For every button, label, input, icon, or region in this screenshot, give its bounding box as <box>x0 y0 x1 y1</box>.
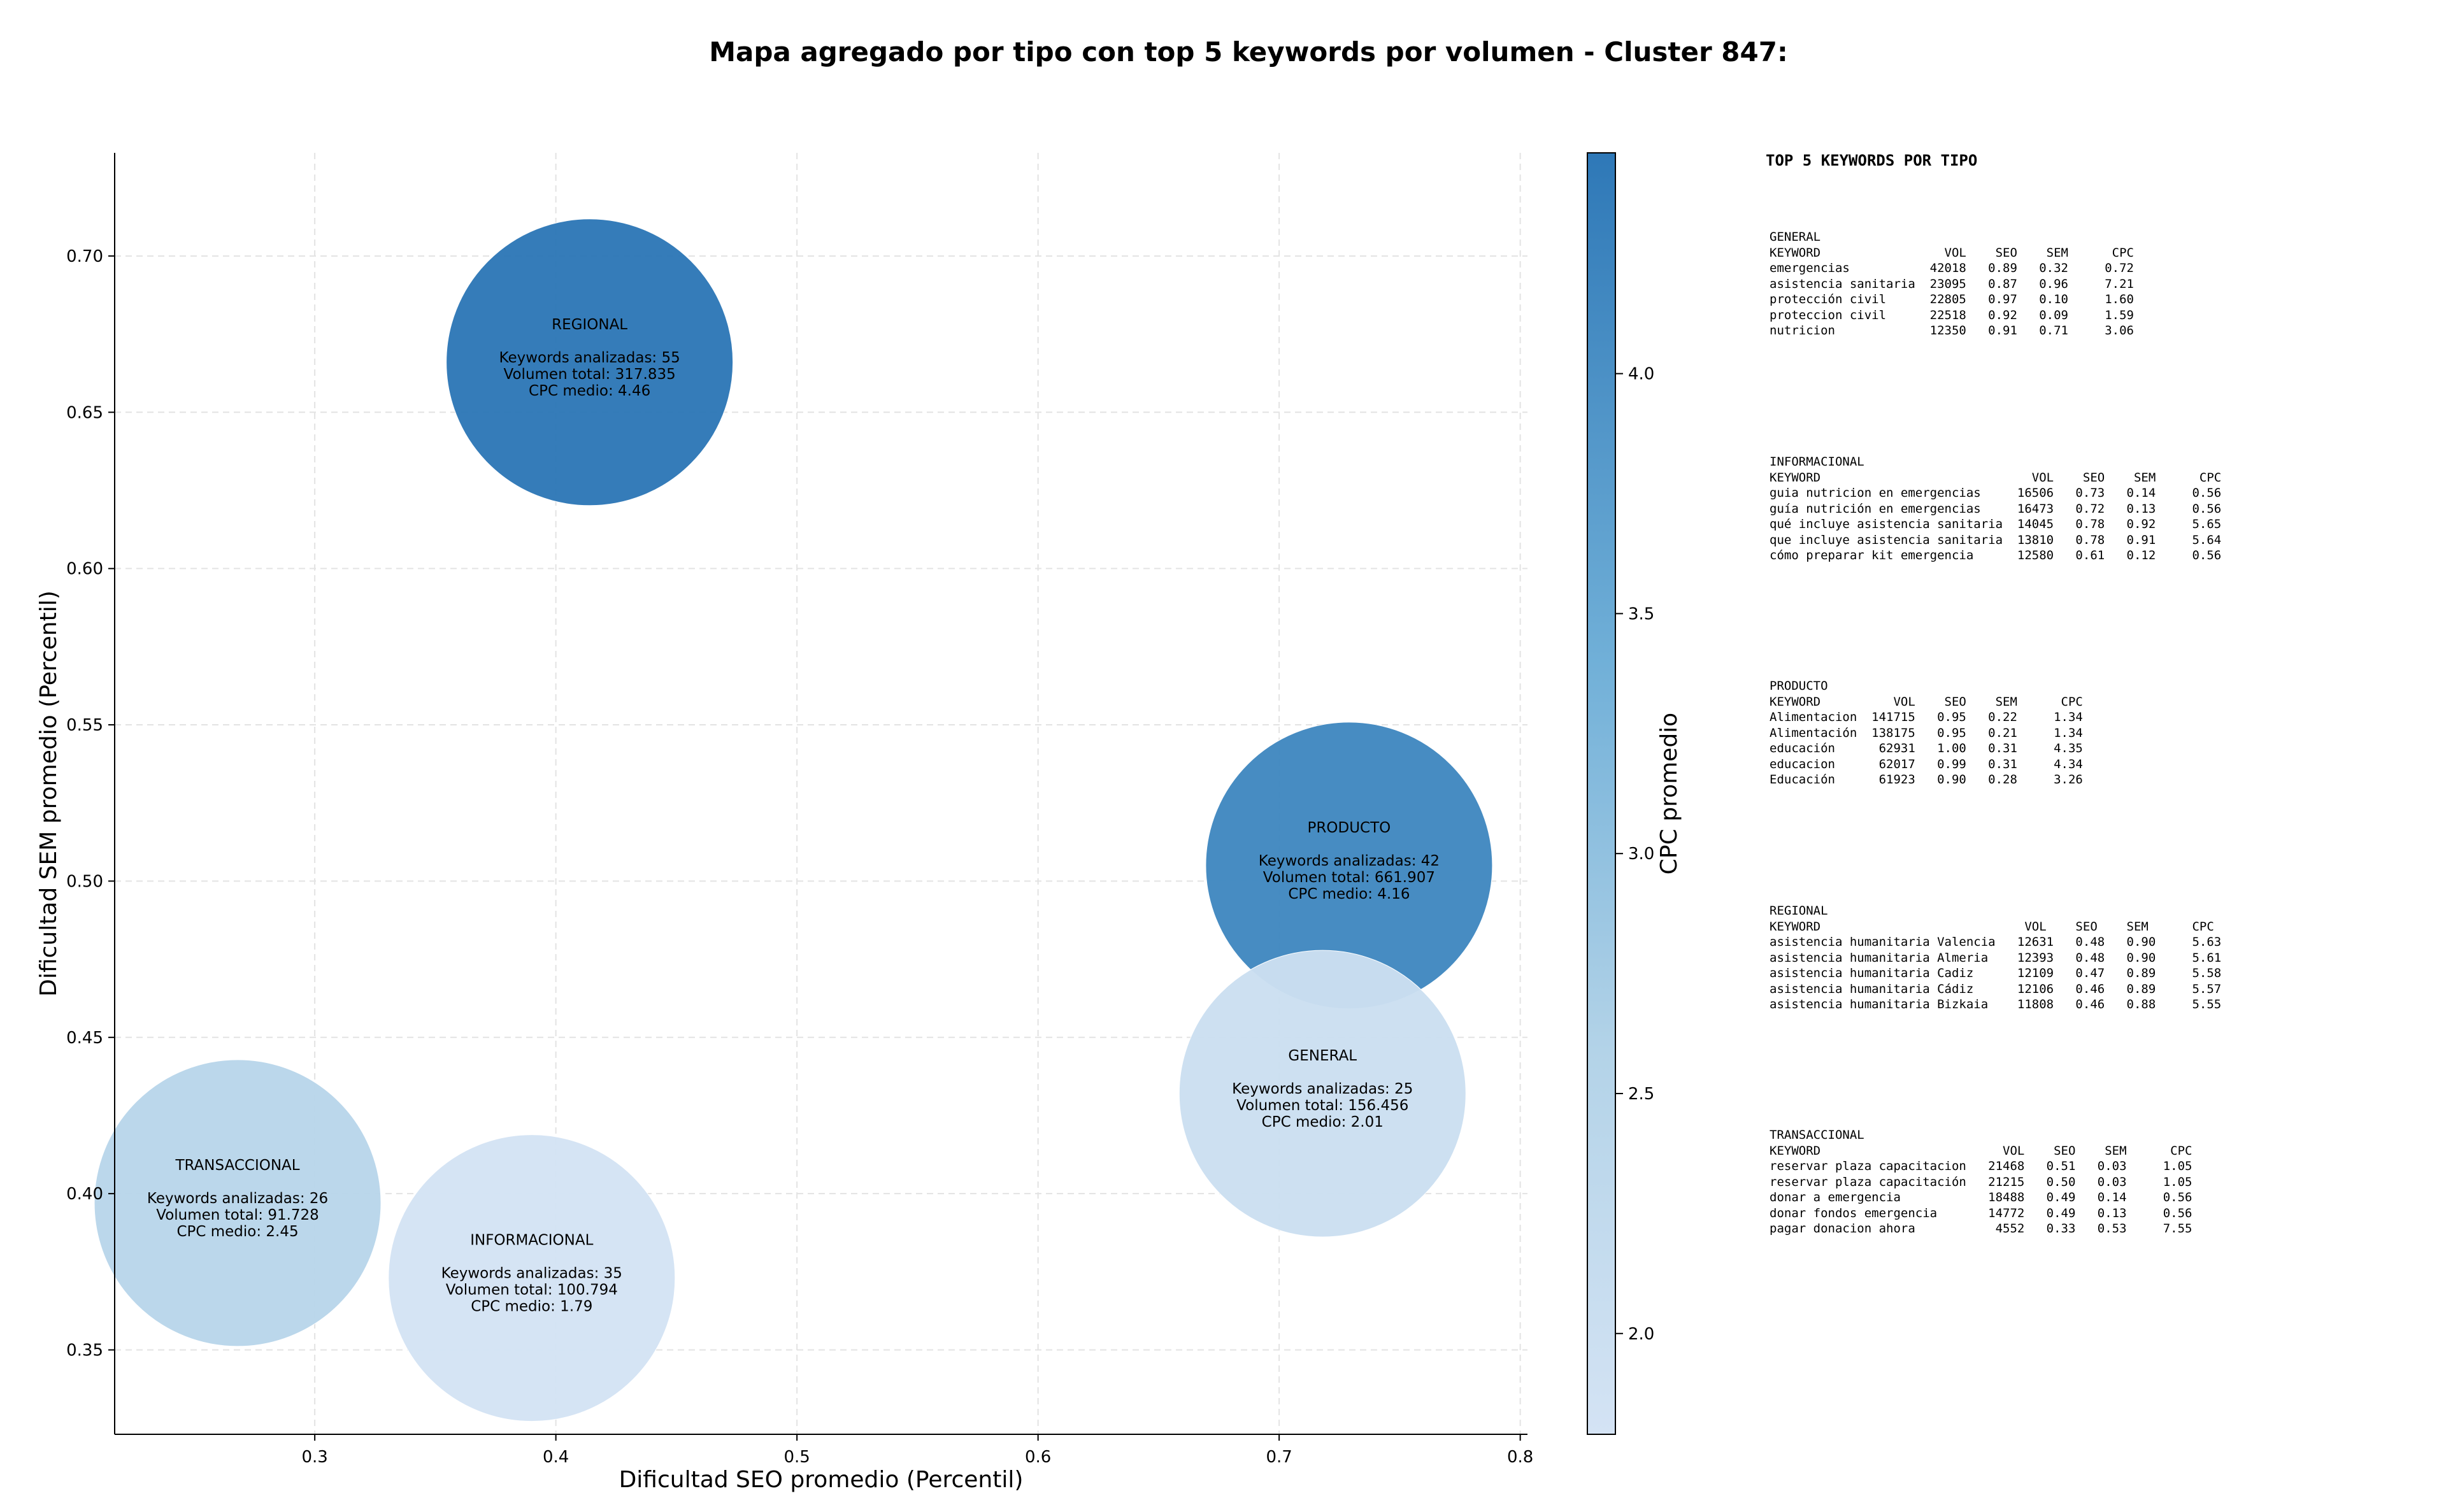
keyword-table-regional: REGIONAL KEYWORD VOL SEO SEM CPC asisten… <box>1770 904 2222 1011</box>
y-tick-label: 0.55 <box>66 716 103 735</box>
bubble-name: INFORMACIONAL <box>470 1232 593 1249</box>
y-tick-label: 0.45 <box>66 1029 103 1048</box>
bubble-cpc-label: CPC medio: 4.16 <box>1288 886 1410 902</box>
bubble-name: REGIONAL <box>552 317 627 333</box>
chart-title: Mapa agregado por tipo con top 5 keyword… <box>709 36 1788 68</box>
colorbar-tick-label: 3.0 <box>1628 845 1654 864</box>
bubble-keywords-label: Keywords analizadas: 25 <box>1232 1081 1413 1097</box>
bubble-transaccional <box>94 1059 382 1347</box>
bubble-name: TRANSACCIONAL <box>175 1157 299 1174</box>
bubble-keywords-label: Keywords analizadas: 42 <box>1259 853 1440 869</box>
colorbar-tick-label: 3.5 <box>1628 604 1654 624</box>
colorbar-tick-label: 4.0 <box>1628 365 1654 384</box>
keyword-table-general: GENERAL KEYWORD VOL SEO SEM CPC emergenc… <box>1770 230 2134 338</box>
x-tick-label: 0.8 <box>1507 1448 1533 1467</box>
bubble-volume-label: Volumen total: 91.728 <box>156 1207 319 1223</box>
y-axis-label: Dificultad SEM promedio (Percentil) <box>36 590 62 997</box>
bubble-volume-label: Volumen total: 156.456 <box>1236 1097 1408 1114</box>
bubble-cpc-label: CPC medio: 1.79 <box>471 1299 592 1315</box>
bubble-volume-label: Volumen total: 317.835 <box>504 366 676 383</box>
bubble-volume-label: Volumen total: 100.794 <box>446 1282 618 1299</box>
bubble-cpc-label: CPC medio: 2.45 <box>176 1223 298 1240</box>
bubble-cpc-label: CPC medio: 4.46 <box>529 383 650 399</box>
x-tick-label: 0.5 <box>783 1448 810 1467</box>
panel-title: TOP 5 KEYWORDS POR TIPO <box>1766 152 1978 169</box>
colorbar-tick-label: 2.0 <box>1628 1325 1654 1344</box>
bubble-name: GENERAL <box>1288 1048 1357 1064</box>
bubble-keywords-label: Keywords analizadas: 55 <box>499 350 680 366</box>
x-axis-label: Dificultad SEO promedio (Percentil) <box>619 1467 1024 1493</box>
x-tick-label: 0.7 <box>1266 1448 1292 1467</box>
y-tick-label: 0.35 <box>66 1341 103 1360</box>
bubble-keywords-label: Keywords analizadas: 35 <box>441 1266 622 1282</box>
colorbar-ticks: 2.0 2.5 3.0 3.5 4.0 <box>1615 365 1654 1344</box>
bubble-general <box>1178 950 1466 1237</box>
y-tick-label: 0.70 <box>66 247 103 266</box>
bubble-cpc-label: CPC medio: 2.01 <box>1262 1114 1384 1130</box>
keyword-table-informacional: INFORMACIONAL KEYWORD VOL SEO SEM CPC gu… <box>1770 455 2222 562</box>
y-tick-label: 0.50 <box>66 872 103 891</box>
colorbar-label: CPC promedio <box>1656 713 1682 874</box>
bubble-informacional <box>388 1134 676 1422</box>
ticks: 0.3 0.4 0.5 0.6 0.7 0.8 0.35 0.40 0.45 0.50 0.55 0.… <box>66 247 1533 1467</box>
y-tick-label: 0.65 <box>66 403 103 422</box>
bubble-name: PRODUCTO <box>1308 820 1391 836</box>
x-tick-label: 0.3 <box>301 1448 327 1467</box>
colorbar-tick-label: 2.5 <box>1628 1085 1654 1104</box>
colorbar <box>1587 152 1616 1435</box>
keyword-table-transaccional: TRANSACCIONAL KEYWORD VOL SEO SEM CPC re… <box>1770 1128 2192 1236</box>
x-tick-label: 0.4 <box>543 1448 569 1467</box>
y-tick-label: 0.60 <box>66 560 103 579</box>
axes <box>114 153 1527 1435</box>
x-tick-label: 0.6 <box>1025 1448 1051 1467</box>
keyword-table-producto: PRODUCTO KEYWORD VOL SEO SEM CPC Aliment… <box>1770 679 2083 787</box>
bubble-keywords-label: Keywords analizadas: 26 <box>147 1190 328 1207</box>
bubble-regional <box>446 218 734 506</box>
bubble-volume-label: Volumen total: 661.907 <box>1263 869 1435 886</box>
y-tick-label: 0.40 <box>66 1185 103 1204</box>
